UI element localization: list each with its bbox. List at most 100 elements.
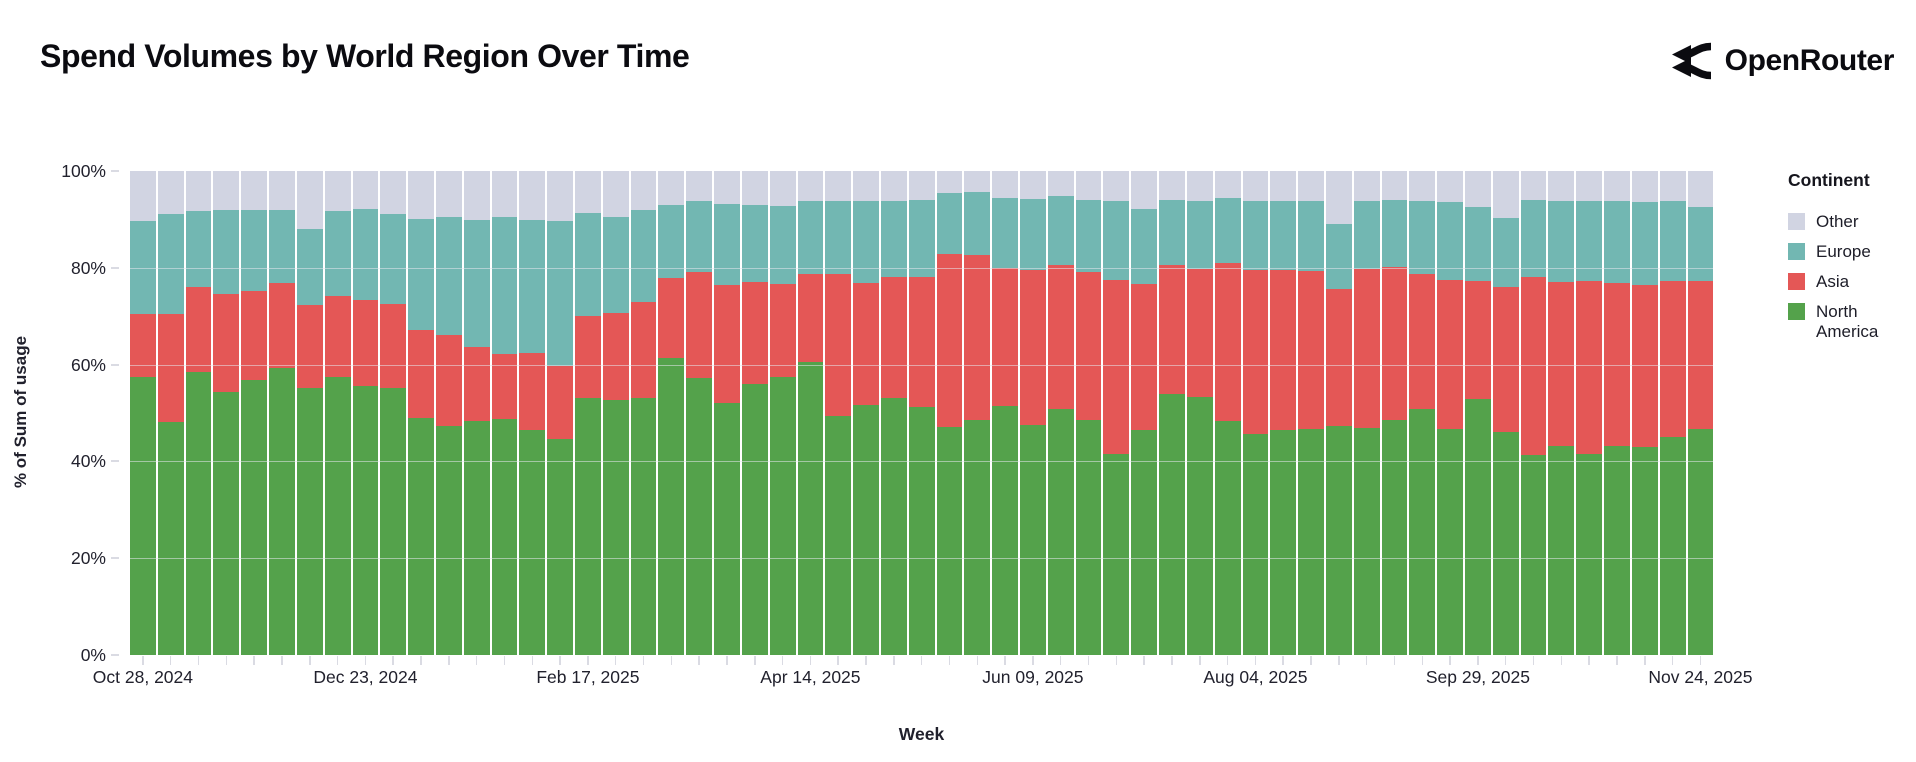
bar-segment-asia[interactable] [296,305,323,389]
bar-segment-north-america[interactable] [1631,446,1658,655]
bar-segment-europe[interactable] [1409,201,1436,274]
bar-segment-asia[interactable] [1325,289,1352,426]
bar-segment-europe[interactable] [1047,195,1074,265]
bar-segment-other[interactable] [1492,171,1519,218]
bar-segment-asia[interactable] [324,295,351,377]
bar-segment-north-america[interactable] [880,398,907,655]
bar-segment-europe[interactable] [1604,201,1630,284]
bar-segment-europe[interactable] [936,193,963,255]
bar-segment-other[interactable] [964,171,991,193]
bar-segment-other[interactable] [185,171,212,211]
bar-segment-europe[interactable] [686,201,713,272]
bar-segment-north-america[interactable] [1520,454,1547,655]
bar-segment-asia[interactable] [992,268,1018,407]
bar-segment-europe[interactable] [1659,201,1686,282]
bar-segment-asia[interactable] [575,316,601,398]
bar-segment-north-america[interactable] [908,407,935,655]
bar-segment-north-america[interactable] [1270,430,1297,655]
bar-segment-other[interactable] [157,171,184,215]
bar-segment-asia[interactable] [130,313,156,377]
bar-segment-europe[interactable] [1520,200,1547,277]
bar-segment-north-america[interactable] [769,376,796,655]
bar-segment-asia[interactable] [880,277,907,399]
bar-segment-north-america[interactable] [630,397,657,655]
bar-segment-north-america[interactable] [241,380,268,655]
bar-segment-north-america[interactable] [1604,445,1630,655]
legend-item-europe[interactable]: Europe [1788,242,1908,262]
bar-segment-other[interactable] [1020,171,1046,200]
bar-segment-asia[interactable] [741,281,768,385]
bar-segment-europe[interactable] [1214,198,1241,264]
bar-segment-europe[interactable] [575,212,601,317]
bar-segment-other[interactable] [908,171,935,201]
bar-segment-europe[interactable] [1437,202,1463,281]
bar-segment-north-america[interactable] [1548,445,1575,655]
bar-segment-other[interactable] [491,171,518,217]
bar-segment-europe[interactable] [1242,200,1269,270]
bar-segment-europe[interactable] [241,209,268,291]
bar-segment-europe[interactable] [630,210,657,302]
bar-segment-other[interactable] [352,171,379,210]
bar-segment-other[interactable] [1325,171,1352,224]
bar-segment-europe[interactable] [408,219,434,330]
bar-segment-asia[interactable] [630,301,657,398]
bar-segment-asia[interactable] [686,271,713,378]
bar-segment-asia[interactable] [1075,271,1102,420]
bar-segment-other[interactable] [241,171,268,210]
bar-segment-europe[interactable] [1576,201,1603,282]
bar-segment-asia[interactable] [1409,273,1436,409]
bar-segment-other[interactable] [1687,171,1714,207]
bar-segment-other[interactable] [435,171,462,218]
bar-segment-europe[interactable] [1353,201,1380,269]
bar-segment-north-america[interactable] [686,377,713,655]
bar-segment-other[interactable] [825,171,852,201]
bar-segment-europe[interactable] [1687,206,1714,281]
bar-segment-other[interactable] [1465,171,1491,207]
bar-segment-europe[interactable] [185,210,212,288]
bar-segment-europe[interactable] [825,201,852,275]
bar-segment-europe[interactable] [1270,201,1297,270]
bar-segment-europe[interactable] [296,228,323,306]
bar-segment-asia[interactable] [1548,282,1575,446]
bar-segment-europe[interactable] [602,217,629,313]
bar-segment-other[interactable] [1381,171,1408,200]
bar-segment-asia[interactable] [1437,280,1463,429]
bar-segment-europe[interactable] [908,200,935,277]
bar-segment-asia[interactable] [213,294,240,392]
bar-segment-europe[interactable] [1631,202,1658,286]
bar-segment-europe[interactable] [547,221,573,366]
bar-segment-other[interactable] [213,171,240,211]
bar-segment-other[interactable] [408,171,434,220]
bar-segment-europe[interactable] [853,201,879,284]
bar-segment-north-america[interactable] [130,376,156,655]
bar-segment-north-america[interactable] [797,361,824,655]
bar-segment-other[interactable] [1186,171,1213,202]
bar-segment-north-america[interactable] [1242,434,1269,655]
bar-segment-north-america[interactable] [213,391,240,655]
bar-segment-north-america[interactable] [296,388,323,655]
bar-segment-europe[interactable] [463,220,490,347]
bar-segment-asia[interactable] [1353,268,1380,428]
bar-segment-asia[interactable] [547,365,573,440]
bar-segment-north-america[interactable] [463,421,490,655]
bar-segment-europe[interactable] [880,201,907,278]
bar-segment-north-america[interactable] [491,418,518,655]
bar-segment-other[interactable] [1298,171,1324,202]
bar-segment-other[interactable] [658,171,685,205]
bar-segment-asia[interactable] [1214,263,1241,421]
bar-segment-europe[interactable] [1492,217,1519,288]
bar-segment-asia[interactable] [714,285,740,403]
bar-segment-asia[interactable] [908,276,935,408]
bar-segment-europe[interactable] [352,209,379,301]
bar-segment-europe[interactable] [213,210,240,295]
bar-segment-europe[interactable] [519,220,546,354]
bar-segment-north-america[interactable] [408,417,434,655]
bar-segment-other[interactable] [519,171,546,221]
bar-segment-europe[interactable] [741,204,768,282]
bar-segment-asia[interactable] [1298,271,1324,429]
bar-segment-asia[interactable] [964,254,991,420]
bar-segment-europe[interactable] [1103,201,1130,280]
bar-segment-north-america[interactable] [1659,436,1686,655]
bar-segment-north-america[interactable] [519,430,546,655]
bar-segment-asia[interactable] [1131,284,1158,431]
